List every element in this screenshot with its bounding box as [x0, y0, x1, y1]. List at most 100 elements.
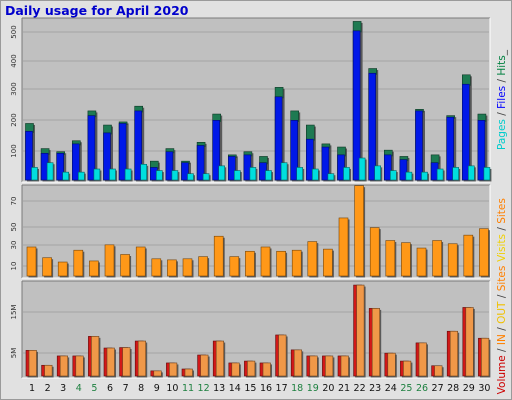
bar-volume-in-21-1: [356, 284, 365, 377]
tick-label-volume-1: 5M: [10, 348, 18, 359]
bar-hits-files-2-1: [56, 153, 65, 181]
bar-visits-visits-26-0: [432, 240, 442, 277]
bar-visits-visits-17-0: [291, 249, 302, 277]
bar-visits-visits-18-0: [307, 241, 318, 277]
legend-hits-part-4: Hits: [496, 55, 508, 75]
bar-hits-files-22-1: [368, 72, 377, 181]
legend-volume-part-5: /: [496, 291, 508, 301]
day-label-19: 19: [307, 383, 319, 394]
bar-hits-files-25-1: [415, 110, 423, 181]
legend-visits-part-0: Visits: [496, 234, 508, 262]
day-label-5: 5: [91, 383, 97, 394]
bar-hits-pages-23-2: [389, 170, 397, 181]
bar-hits-pages-12-2: [218, 165, 225, 181]
day-label-13: 13: [213, 383, 225, 394]
bar-hits-files-5-1: [103, 132, 111, 181]
legend-visits: Visits / Sites: [496, 198, 508, 262]
bar-visits-visits-25-0: [416, 247, 427, 277]
bar-hits-files-0-1: [25, 131, 33, 181]
bar-hits-pages-3-2: [78, 171, 85, 181]
bar-hits-pages-20-2: [343, 167, 350, 181]
bar-hits-pages-21-2: [358, 157, 366, 181]
tick-label-visits-0: 70: [10, 197, 18, 206]
bar-visits-visits-1-0: [42, 257, 52, 277]
bar-visits-visits-12-0: [213, 235, 224, 277]
bar-volume-in-28-1: [465, 307, 474, 377]
bar-hits-pages-13-2: [234, 170, 241, 181]
bar-visits-visits-28-0: [463, 234, 474, 277]
bar-hits-files-28-1: [461, 83, 470, 181]
legend-volume-part-0: Volume: [496, 355, 508, 394]
bar-hits-pages-29-2: [483, 167, 491, 181]
bar-hits-files-11-1: [196, 145, 205, 181]
bar-volume-in-11-1: [200, 354, 209, 377]
bar-volume-in-8-1: [153, 370, 162, 377]
legend-hits-part-1: /: [496, 109, 508, 119]
bar-hits-pages-25-2: [421, 171, 428, 181]
bar-volume-in-18-1: [309, 355, 318, 377]
bar-volume-in-16-1: [278, 334, 287, 377]
bar-volume-in-0-1: [28, 350, 37, 377]
bar-visits-visits-16-0: [276, 250, 286, 277]
legend-hits-part-5: _: [496, 49, 508, 56]
bar-volume-in-29-1: [481, 337, 490, 377]
bar-volume-in-10-1: [184, 368, 193, 377]
bar-visits-visits-15-0: [260, 246, 271, 277]
tick-label-visits-2: 30: [10, 241, 18, 250]
day-label-30: 30: [478, 383, 490, 394]
bar-volume-in-24-1: [403, 360, 412, 377]
day-label-25: 25: [400, 383, 412, 394]
legend-visits-part-2: Sites: [496, 198, 508, 224]
legend-volume-part-6: Sites: [496, 266, 508, 292]
panel-hits-bg: [22, 18, 490, 182]
bar-visits-visits-9-0: [167, 259, 177, 277]
legend-volume-part-3: /: [496, 324, 508, 334]
legend-hits-part-3: /: [496, 76, 508, 86]
bar-hits-pages-0-2: [31, 167, 38, 181]
bar-visits-visits-10-0: [182, 258, 193, 277]
bar-hits-pages-14-2: [249, 167, 257, 181]
bar-volume-in-2-1: [59, 355, 69, 377]
bar-visits-visits-3-0: [73, 249, 84, 277]
legend-hits-part-0: Pages: [496, 119, 508, 150]
bar-hits-files-27-1: [446, 116, 455, 181]
bar-volume-in-14-1: [247, 360, 256, 377]
bar-volume-in-3-1: [75, 355, 84, 377]
bar-hits-files-3-1: [72, 143, 80, 181]
day-label-16: 16: [260, 383, 272, 394]
bar-volume-in-25-1: [418, 342, 427, 377]
day-label-8: 8: [138, 383, 144, 394]
bar-volume-in-23-1: [387, 352, 396, 377]
bar-hits-files-9-1: [165, 151, 174, 181]
day-label-27: 27: [432, 383, 444, 394]
bar-hits-files-19-1: [321, 146, 330, 181]
day-label-22: 22: [354, 383, 366, 394]
bar-visits-visits-11-0: [198, 256, 208, 277]
bar-hits-pages-18-2: [311, 168, 319, 181]
day-label-11: 11: [182, 383, 194, 394]
bar-hits-pages-26-2: [436, 168, 444, 181]
bar-visits-visits-24-0: [401, 242, 411, 277]
bar-visits-visits-5-0: [104, 244, 115, 277]
bar-hits-pages-17-2: [296, 167, 304, 181]
bar-hits-files-23-1: [383, 154, 392, 181]
legend-hits: Pages / Files / Hits_: [496, 49, 508, 150]
bar-visits-visits-14-0: [245, 250, 255, 277]
bar-hits-files-7-1: [134, 110, 142, 181]
legend-volume-part-4: OUT: [496, 301, 508, 324]
day-label-12: 12: [198, 383, 210, 394]
panel-visits-bg: [22, 185, 490, 278]
tick-label-volume-0: 15M: [10, 305, 18, 320]
day-label-26: 26: [416, 383, 428, 394]
bar-volume-in-4-1: [91, 336, 100, 377]
bar-hits-pages-7-2: [140, 164, 147, 181]
day-label-10: 10: [166, 383, 178, 394]
bar-visits-visits-19-0: [323, 248, 333, 277]
day-label-15: 15: [244, 383, 256, 394]
bar-volume-in-6-1: [122, 347, 131, 377]
bar-volume-in-9-1: [169, 362, 178, 377]
bar-hits-pages-15-2: [265, 170, 272, 181]
legend-volume: Volume / IN / OUT / Sites: [496, 266, 508, 395]
bar-visits-visits-4-0: [89, 260, 99, 277]
